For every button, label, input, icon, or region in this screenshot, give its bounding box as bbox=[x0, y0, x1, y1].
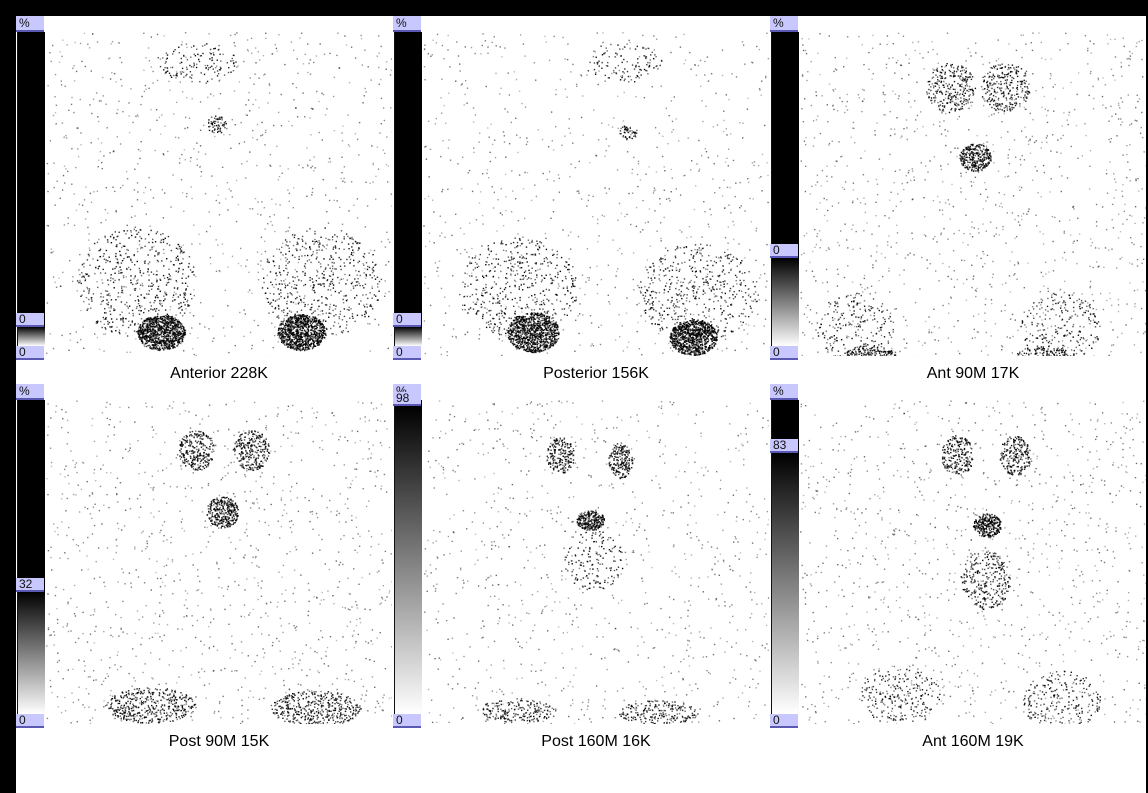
scale-percent-label: % bbox=[393, 16, 421, 32]
frame-border-left bbox=[0, 0, 16, 793]
panel-caption: Ant 90M 17K bbox=[926, 365, 1020, 382]
intensity-scale[interactable]: % 0 0 bbox=[16, 16, 46, 360]
intensity-scale[interactable]: % 98 0 bbox=[393, 384, 423, 728]
scale-min-value: 0 bbox=[16, 714, 44, 728]
intensity-scale[interactable]: % 32 0 bbox=[16, 384, 46, 728]
scan-image[interactable] bbox=[423, 32, 769, 356]
scan-image[interactable] bbox=[46, 32, 392, 356]
intensity-scale-bar[interactable] bbox=[17, 32, 45, 346]
intensity-scale-bar[interactable] bbox=[771, 32, 799, 346]
panel-caption: Posterior 156K bbox=[543, 365, 649, 382]
scale-percent-label: % bbox=[16, 16, 44, 32]
scan-image[interactable] bbox=[46, 400, 392, 724]
scale-max-value: 83 bbox=[770, 439, 798, 453]
intensity-scale-bar[interactable] bbox=[394, 400, 422, 714]
scale-max-value: 0 bbox=[770, 244, 798, 258]
scale-max-value: 0 bbox=[16, 313, 44, 327]
image-panel-post-90m: % 32 0 Post 90M 15K bbox=[16, 384, 394, 752]
image-panel-ant-90m: % 0 0 Ant 90M 17K bbox=[770, 16, 1148, 384]
scale-percent-label: % bbox=[16, 384, 44, 400]
scale-min-value: 0 bbox=[393, 346, 421, 360]
panel-caption: Post 160M 16K bbox=[541, 733, 651, 750]
intensity-scale[interactable]: % 83 0 bbox=[770, 384, 800, 728]
scan-image[interactable] bbox=[800, 32, 1146, 356]
scale-max-value: 32 bbox=[16, 578, 44, 592]
image-panel-anterior: % 0 0 Anterior 228K bbox=[16, 16, 394, 384]
scale-max-value: 98 bbox=[393, 392, 421, 406]
scale-min-value: 0 bbox=[770, 346, 798, 360]
scale-max-value: 0 bbox=[393, 313, 421, 327]
image-panel-post-160m: % 98 0 Post 160M 16K bbox=[393, 384, 771, 752]
scale-min-value: 0 bbox=[16, 346, 44, 360]
panel-caption: Ant 160M 19K bbox=[922, 733, 1024, 750]
panel-caption: Post 90M 15K bbox=[168, 733, 270, 750]
panel-caption: Anterior 228K bbox=[170, 365, 268, 382]
frame-border-top bbox=[0, 0, 1148, 16]
frame-border-right bbox=[1146, 16, 1148, 793]
scan-image[interactable] bbox=[800, 400, 1146, 724]
scale-percent-label: % bbox=[770, 16, 798, 32]
intensity-scale-bar[interactable] bbox=[17, 400, 45, 714]
intensity-scale[interactable]: % 0 0 bbox=[770, 16, 800, 360]
intensity-scale-bar[interactable] bbox=[394, 32, 422, 346]
scale-min-value: 0 bbox=[393, 714, 421, 728]
scale-percent-label: % bbox=[770, 384, 798, 400]
scan-image[interactable] bbox=[423, 400, 769, 724]
intensity-scale[interactable]: % 0 0 bbox=[393, 16, 423, 360]
scale-min-value: 0 bbox=[770, 714, 798, 728]
image-panel-ant-160m: % 83 0 Ant 160M 19K bbox=[770, 384, 1148, 752]
image-panel-posterior: % 0 0 Posterior 156K bbox=[393, 16, 771, 384]
